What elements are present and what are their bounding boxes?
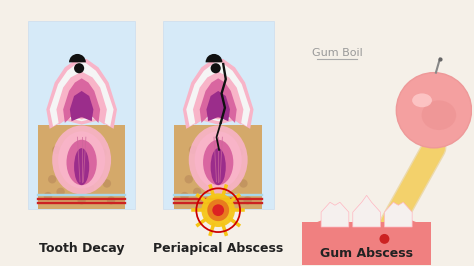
Circle shape xyxy=(52,146,61,154)
Polygon shape xyxy=(353,195,381,227)
Ellipse shape xyxy=(189,126,247,194)
Ellipse shape xyxy=(203,140,233,185)
Circle shape xyxy=(180,192,189,200)
Ellipse shape xyxy=(195,131,242,189)
Circle shape xyxy=(86,184,94,192)
Circle shape xyxy=(107,196,115,205)
Circle shape xyxy=(201,193,235,227)
Wedge shape xyxy=(69,54,86,62)
Wedge shape xyxy=(206,54,222,62)
Circle shape xyxy=(189,146,197,154)
Circle shape xyxy=(222,184,231,192)
Polygon shape xyxy=(186,62,250,126)
Polygon shape xyxy=(63,78,100,123)
Circle shape xyxy=(201,167,210,175)
Polygon shape xyxy=(70,91,93,121)
Text: Tooth Decay: Tooth Decay xyxy=(39,242,124,255)
Circle shape xyxy=(65,167,73,175)
Ellipse shape xyxy=(52,126,111,194)
Text: Gum Abscess: Gum Abscess xyxy=(320,247,413,260)
Circle shape xyxy=(48,175,56,184)
Circle shape xyxy=(184,175,193,184)
Circle shape xyxy=(103,179,111,188)
Circle shape xyxy=(235,148,244,157)
Circle shape xyxy=(94,171,103,179)
Text: Periapical Abscess: Periapical Abscess xyxy=(153,242,283,255)
Polygon shape xyxy=(46,59,117,129)
Text: Gum Boil: Gum Boil xyxy=(311,48,362,58)
Polygon shape xyxy=(183,59,254,129)
Ellipse shape xyxy=(210,148,226,185)
Ellipse shape xyxy=(412,93,432,107)
Circle shape xyxy=(210,63,221,73)
Circle shape xyxy=(214,154,222,163)
Circle shape xyxy=(77,196,86,205)
FancyBboxPatch shape xyxy=(163,21,273,209)
Polygon shape xyxy=(206,91,230,121)
Polygon shape xyxy=(200,78,237,123)
Circle shape xyxy=(380,234,390,244)
Circle shape xyxy=(396,73,472,148)
FancyBboxPatch shape xyxy=(174,45,262,124)
Circle shape xyxy=(44,192,52,200)
Circle shape xyxy=(77,154,86,163)
Polygon shape xyxy=(384,202,412,227)
Circle shape xyxy=(207,199,229,221)
Ellipse shape xyxy=(74,148,89,185)
Circle shape xyxy=(212,204,224,216)
FancyBboxPatch shape xyxy=(174,124,262,209)
FancyBboxPatch shape xyxy=(38,45,126,124)
Ellipse shape xyxy=(421,100,456,130)
Circle shape xyxy=(74,63,84,73)
Circle shape xyxy=(244,196,252,205)
FancyBboxPatch shape xyxy=(302,222,431,266)
Polygon shape xyxy=(302,215,431,266)
Polygon shape xyxy=(193,72,244,124)
Polygon shape xyxy=(50,62,114,126)
Circle shape xyxy=(214,196,222,205)
Circle shape xyxy=(193,188,201,196)
Polygon shape xyxy=(321,202,349,227)
Circle shape xyxy=(99,148,107,157)
Circle shape xyxy=(231,171,239,179)
Circle shape xyxy=(56,188,65,196)
FancyBboxPatch shape xyxy=(28,21,135,209)
Ellipse shape xyxy=(66,140,97,185)
FancyBboxPatch shape xyxy=(38,124,126,209)
Polygon shape xyxy=(56,72,107,124)
Circle shape xyxy=(239,179,247,188)
Ellipse shape xyxy=(58,131,105,189)
